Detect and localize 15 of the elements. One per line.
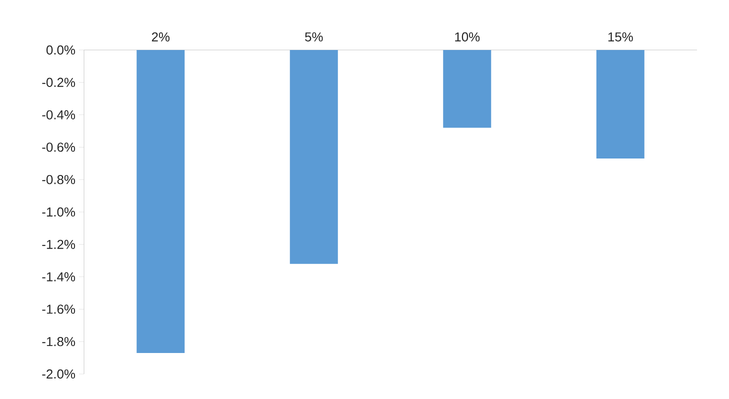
y-tick-label: -2.0% (42, 369, 76, 379)
y-tick-label: -0.8% (42, 175, 76, 184)
y-tick-label: -1.2% (42, 240, 76, 249)
x-tick-label: 2% (152, 32, 170, 42)
x-tick-label: 5% (305, 32, 323, 42)
y-tick-label: -0.4% (42, 110, 76, 120)
y-tick-label: -0.6% (42, 142, 76, 152)
y-tick-label: -1.8% (42, 337, 76, 346)
y-tick-label: -1.0% (42, 207, 76, 217)
y-tick-label: -0.2% (42, 78, 76, 87)
y-tick-label: -1.6% (42, 304, 76, 314)
x-tick-label: 15% (608, 32, 633, 42)
y-tick-label: -1.4% (42, 272, 76, 282)
x-tick-label: 10% (455, 32, 480, 42)
y-tick-label: 0.0% (46, 45, 76, 55)
